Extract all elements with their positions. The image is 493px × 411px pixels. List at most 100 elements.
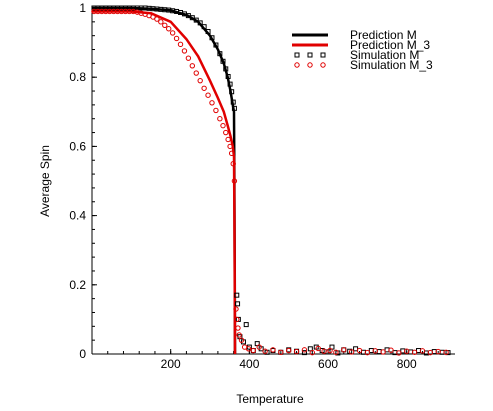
series-3-point-44 [238,337,245,343]
series-3-point-20 [169,30,176,36]
series-3-point-58 [327,347,333,354]
y-tick-label-2: 0.4 [69,209,86,223]
series-3-point-35 [225,136,231,143]
y-tick-label-5: 1 [79,1,86,15]
series-2-point-29 [205,29,211,35]
series-3-point-21 [173,35,180,42]
series-3-point-67 [396,350,402,356]
series-3-point-16 [154,16,160,22]
series-3-point-71 [427,349,434,356]
series-3-point-31 [213,107,219,114]
series-3-point-62 [356,347,363,354]
y-tick-label-3: 0.6 [69,139,86,153]
series-2-point-39 [231,105,237,111]
series-3-point-17 [158,19,164,25]
series-3-point-18 [162,22,168,28]
legend-label-2: Simulation M [350,48,419,62]
x-tick-label-3: 800 [397,357,417,371]
series-3-point-38 [230,161,236,167]
series-3-point-27 [197,77,203,84]
series-3-point-23 [181,48,188,54]
series-3-point-29 [205,92,211,98]
plot-lines [92,6,237,355]
legend-marker-3 [307,62,313,68]
series-3-point-52 [286,347,292,354]
ticks [92,7,439,355]
series-3-point-49 [262,348,268,354]
plot-markers [91,5,451,356]
legend-marker-3 [320,62,326,68]
series-3-point-19 [166,26,172,32]
series-3-point-64 [372,348,378,354]
y-tick-label-1: 0.2 [69,278,86,292]
series-3-point-69 [411,349,418,355]
series-line-1 [92,10,237,355]
series-3-point-32 [217,116,223,122]
x-tick-label-1: 400 [239,357,259,371]
series-2-point-35 [225,74,231,80]
series-3-point-39 [231,178,238,184]
series-2-point-55 [301,350,307,356]
series-2-point-34 [223,66,229,72]
series-3-point-59 [333,349,339,355]
axes [91,8,455,355]
x-axis-title: Temperature [236,392,304,406]
series-2-point-32 [217,51,223,57]
series-3-point-30 [209,100,215,106]
series-2-point-41 [235,301,241,307]
series-3-point-28 [201,85,207,91]
series-3-point-25 [189,63,196,69]
series-2-point-30 [209,35,215,41]
series-3-point-15 [150,14,156,20]
x-tick-label-2: 600 [318,357,338,371]
series-3-point-72 [435,348,441,355]
legend-marker-3 [294,62,300,68]
series-2-point-36 [227,81,233,87]
series-2-point-31 [213,42,219,48]
series-3-point-53 [293,348,300,355]
legend-label-1: Prediction M_3 [350,38,430,52]
series-3-point-60 [341,347,347,353]
series-2-point-38 [230,99,236,105]
x-tick-label-0: 200 [161,357,181,371]
series-3-point-37 [228,150,235,157]
y-tick-label-0: 0 [79,347,86,361]
series-2-point-33 [220,58,226,64]
series-3-point-70 [419,348,426,354]
legend-marker-2 [320,52,326,58]
series-3-point-34 [223,129,229,136]
series-3-point-61 [348,349,355,355]
series-3-point-24 [185,55,192,61]
y-axis-title: Average Spin [38,145,52,217]
series-3-point-51 [278,349,284,355]
series-3-point-73 [443,349,449,355]
series-2-point-28 [201,24,207,30]
series-3-point-26 [193,70,199,76]
series-3-point-48 [256,344,262,350]
series-3-point-43 [236,332,242,338]
series-3-point-57 [321,348,327,354]
series-3-point-54 [301,347,308,353]
legend-label-3: Simulation M_3 [350,58,433,72]
series-3-point-36 [227,143,233,150]
series-2-point-37 [229,89,235,95]
series-3-point-33 [220,122,226,129]
series-3-point-50 [270,347,276,353]
series-2-point-27 [197,20,203,26]
y-tick-label-4: 0.8 [69,70,86,84]
series-3-point-46 [245,346,252,352]
series-3-point-47 [250,347,256,354]
series-2-point-26 [193,17,199,23]
series-3-point-65 [380,349,386,355]
series-3-point-41 [234,316,240,323]
series-3-point-55 [309,349,316,356]
series-3-point-66 [388,347,394,353]
series-3-point-22 [177,41,184,48]
legend-marker-2 [307,52,313,58]
series-2-point-40 [234,292,240,298]
series-3-point-42 [235,325,241,331]
series-3-point-56 [315,345,321,352]
series-3-point-40 [233,306,239,312]
